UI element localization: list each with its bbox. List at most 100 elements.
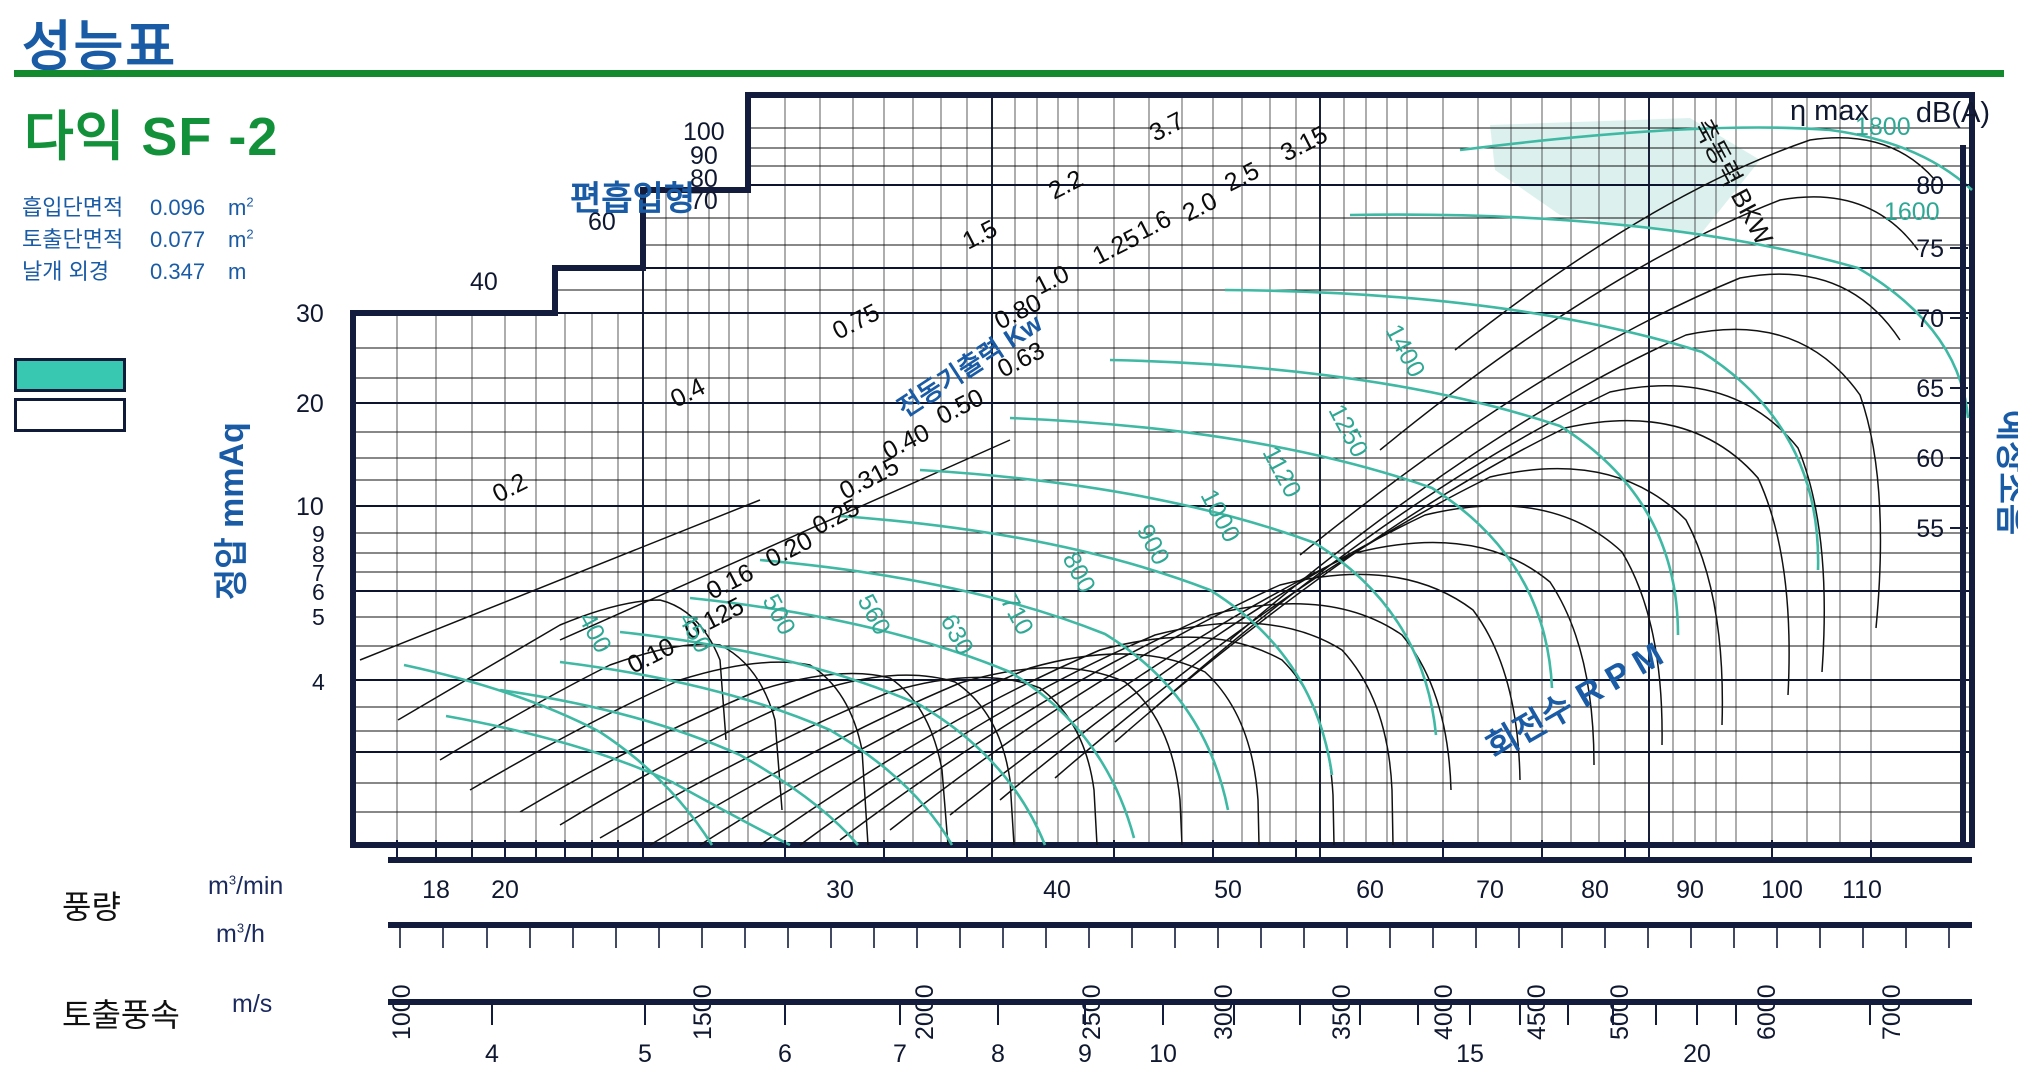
svg-text:65: 65 <box>1916 375 1944 403</box>
spec-unit: m <box>228 259 247 284</box>
svg-text:100: 100 <box>683 118 725 146</box>
rpm-curves <box>403 126 1973 847</box>
legend-swatch-filled <box>14 358 126 392</box>
y-axis-pressure-labels: 100 90 80 70 60 40 30 20 10 9 8 7 6 5 4 <box>296 118 725 695</box>
svg-text:1.5: 1.5 <box>958 215 1002 256</box>
svg-text:6000: 6000 <box>1753 984 1781 1040</box>
svg-text:0.2: 0.2 <box>488 468 532 509</box>
svg-text:0.75: 0.75 <box>828 298 884 345</box>
caption-velocity: 토출풍속 <box>62 997 180 1033</box>
svg-text:0.4: 0.4 <box>666 373 710 414</box>
svg-text:50: 50 <box>1214 876 1242 904</box>
svg-text:2.5: 2.5 <box>1220 157 1264 198</box>
spec-row-outlet-area: 토출단면적 0.077 m2 <box>22 222 254 254</box>
svg-text:7: 7 <box>893 1040 907 1068</box>
svg-text:10: 10 <box>1149 1040 1177 1068</box>
svg-text:20: 20 <box>1683 1040 1711 1068</box>
svg-text:3500: 3500 <box>1328 984 1356 1040</box>
svg-text:90: 90 <box>690 142 718 170</box>
caption-flow: 풍량 <box>62 889 121 925</box>
svg-text:75: 75 <box>1916 235 1944 263</box>
page-title: 성능표 <box>22 17 178 77</box>
unit-m-per-s: m/s <box>232 990 273 1018</box>
unit-m3-per-hour: m3/h <box>216 920 265 948</box>
spec-unit: m <box>228 227 247 252</box>
header-divider <box>14 70 2004 77</box>
axis-title-noise: 예상소음 <box>1992 410 2018 535</box>
svg-text:18: 18 <box>422 876 450 904</box>
svg-text:5000: 5000 <box>1606 984 1634 1040</box>
spec-row-impeller-diameter: 날개 외경 0.347 m <box>22 254 246 286</box>
svg-text:9: 9 <box>1078 1040 1092 1068</box>
spec-exponent: 2 <box>246 226 254 242</box>
svg-text:7000: 7000 <box>1878 984 1906 1040</box>
label-eta-max: η max <box>1790 95 1869 127</box>
svg-text:20: 20 <box>491 876 519 904</box>
svg-text:2000: 2000 <box>911 984 939 1040</box>
svg-text:9: 9 <box>312 521 325 547</box>
spec-unit: m <box>228 195 247 220</box>
svg-text:90: 90 <box>1676 876 1704 904</box>
svg-text:5: 5 <box>312 604 325 630</box>
svg-text:4: 4 <box>312 669 325 695</box>
legend-swatch-empty <box>14 398 126 432</box>
x-axis-m3h: 1000 1500 2000 2500 3000 3500 4000 4500 … <box>388 922 1972 1040</box>
svg-text:40: 40 <box>1043 876 1071 904</box>
svg-text:1500: 1500 <box>689 984 717 1040</box>
spec-row-inlet-area: 흡입단면적 0.096 m2 <box>22 190 254 222</box>
svg-text:15: 15 <box>1456 1040 1484 1068</box>
svg-text:1000: 1000 <box>1195 485 1246 547</box>
x-axis-velocity: 4 5 6 7 8 9 10 15 20 <box>388 999 1972 1068</box>
svg-text:1600: 1600 <box>1884 198 1940 226</box>
svg-text:500: 500 <box>757 590 801 640</box>
svg-text:60: 60 <box>588 208 616 236</box>
svg-text:6: 6 <box>312 579 325 605</box>
svg-text:10: 10 <box>296 493 324 521</box>
svg-text:2500: 2500 <box>1078 984 1106 1040</box>
svg-text:6: 6 <box>778 1040 792 1068</box>
svg-text:2.0: 2.0 <box>1178 187 1222 228</box>
svg-text:7: 7 <box>312 560 325 586</box>
svg-text:70: 70 <box>1916 305 1944 333</box>
x-axis-m3min: 18 20 30 40 50 60 70 80 90 100 110 <box>388 838 1972 904</box>
svg-text:1.25: 1.25 <box>1088 223 1144 270</box>
svg-text:710: 710 <box>995 590 1039 640</box>
svg-text:4500: 4500 <box>1523 984 1551 1040</box>
svg-text:4: 4 <box>485 1040 499 1068</box>
spec-label: 토출단면적 <box>22 227 124 252</box>
svg-text:100: 100 <box>1761 876 1803 904</box>
spec-value: 0.347 <box>150 259 206 284</box>
svg-text:8: 8 <box>991 1040 1005 1068</box>
svg-text:80: 80 <box>1916 172 1944 200</box>
spec-value: 0.096 <box>150 195 206 220</box>
spec-label: 흡입단면적 <box>22 195 124 220</box>
svg-text:1000: 1000 <box>388 984 416 1040</box>
svg-text:30: 30 <box>296 300 324 328</box>
label-rpm: 회전수 R P M <box>1480 635 1670 766</box>
spec-exponent: 2 <box>246 194 254 210</box>
svg-text:40: 40 <box>470 268 498 296</box>
model-name: 다익 SF -2 <box>24 107 279 167</box>
spec-label: 날개 외경 <box>22 259 110 284</box>
chart-frame <box>350 92 1975 848</box>
svg-text:4000: 4000 <box>1430 984 1458 1040</box>
svg-text:900: 900 <box>1131 520 1175 570</box>
svg-text:30: 30 <box>826 876 854 904</box>
svg-text:3.15: 3.15 <box>1276 120 1332 167</box>
svg-text:60: 60 <box>1356 876 1384 904</box>
svg-text:5: 5 <box>638 1040 652 1068</box>
svg-text:60: 60 <box>1916 445 1944 473</box>
label-inlet-type: 편흡입형 <box>570 180 695 218</box>
svg-text:1.0: 1.0 <box>1030 260 1074 301</box>
motor-power-curves <box>397 137 1936 846</box>
svg-text:80: 80 <box>1581 876 1609 904</box>
noise-axis: dB(A) 80 75 70 65 60 55 <box>1916 97 1990 845</box>
svg-text:2.2: 2.2 <box>1044 165 1088 206</box>
grid-vertical <box>352 95 1872 845</box>
svg-text:400: 400 <box>573 608 617 658</box>
svg-text:80: 80 <box>690 165 718 193</box>
svg-text:20: 20 <box>296 390 324 418</box>
svg-text:8: 8 <box>312 541 325 567</box>
svg-text:dB(A): dB(A) <box>1916 97 1990 129</box>
